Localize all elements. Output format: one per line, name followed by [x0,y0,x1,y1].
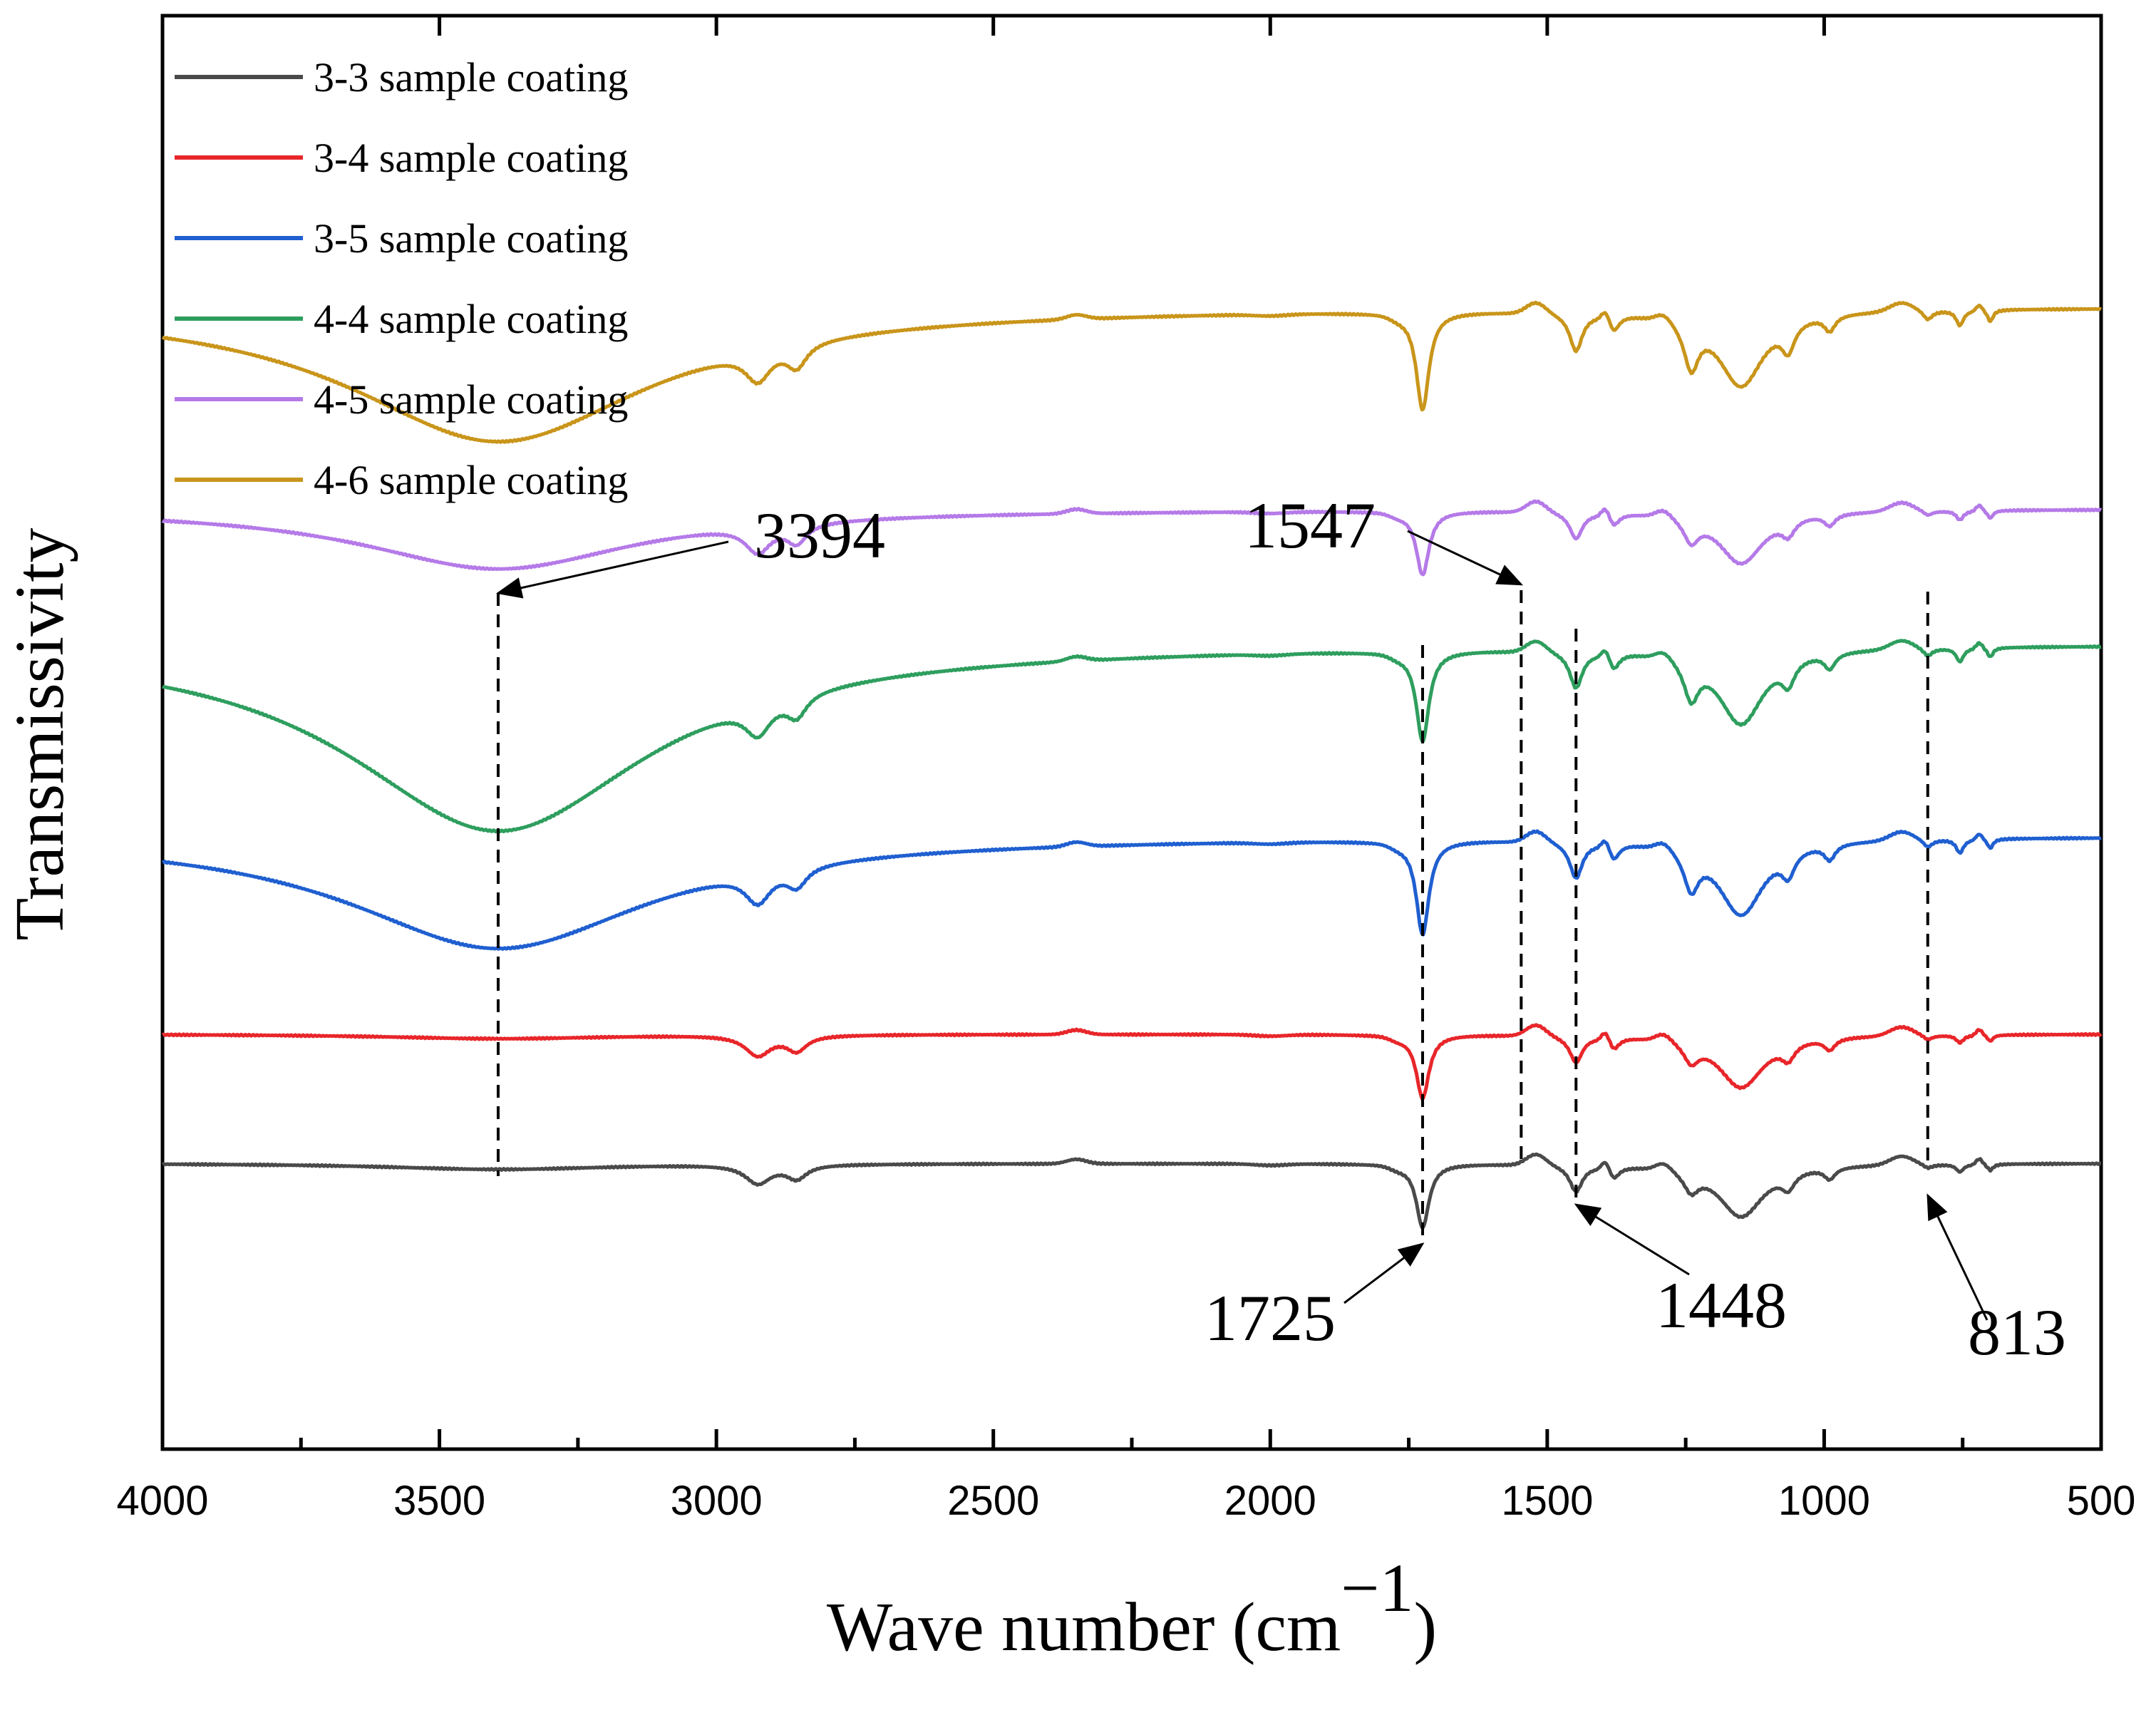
annotation-label-1448: 1448 [1656,1269,1787,1341]
x-tick-label: 2500 [947,1478,1039,1524]
y-axis-title: Transmissivity [1,527,78,940]
series-line-4-5 [161,499,2103,577]
x-tick-label: 4000 [116,1478,208,1524]
annotation-arrow-1448 [1574,1203,1690,1276]
annotation-arrow-1547 [1407,530,1524,586]
series-line-4-4 [161,639,2102,834]
series-line-3-3 [161,1152,2102,1230]
annotation-arrow-1725 [1343,1242,1425,1304]
x-axis-ticks: 4000 3500 3000 2500 2000 1500 1000 500 [116,16,2135,1524]
annotation-arrow-3394 [496,540,729,599]
legend-label: 3-3 sample coating [314,54,628,101]
series-line-4-6 [161,301,2103,444]
series-line-3-5 [162,829,2102,951]
series-line-3-4 [161,1023,2103,1101]
annotation-label-1725: 1725 [1205,1282,1336,1354]
legend-label: 4-6 sample coating [314,457,628,503]
annotation-arrow-813 [1927,1193,1989,1321]
legend-label: 3-5 sample coating [314,215,628,262]
annotation-label-813: 813 [1968,1296,2066,1369]
x-tick-label: 2000 [1224,1478,1316,1524]
series-layer [161,301,2103,1230]
annotation-layer: 3394 1547 1725 1448 813 [496,489,2066,1369]
legend-label: 4-5 sample coating [314,376,628,423]
x-axis-title-sup: −1 [1341,1550,1413,1626]
legend-label: 3-4 sample coating [314,135,628,181]
x-tick-label: 3000 [671,1478,763,1524]
annotation-label-3394: 3394 [754,499,885,572]
x-axis-title: Wave number (cm−1) [827,1550,1437,1666]
annotation-label-1547: 1547 [1244,489,1376,562]
x-tick-label: 3500 [393,1478,485,1524]
legend: 3-3 sample coating 3-4 sample coating 3-5 … [175,54,628,503]
x-axis-title-close: ) [1413,1589,1437,1666]
x-tick-label: 1000 [1778,1478,1870,1524]
x-axis-title-main: Wave number (cm [827,1589,1341,1666]
x-tick-label: 500 [2067,1478,2136,1524]
x-tick-label: 1500 [1501,1478,1593,1524]
legend-label: 4-4 sample coating [314,296,628,342]
